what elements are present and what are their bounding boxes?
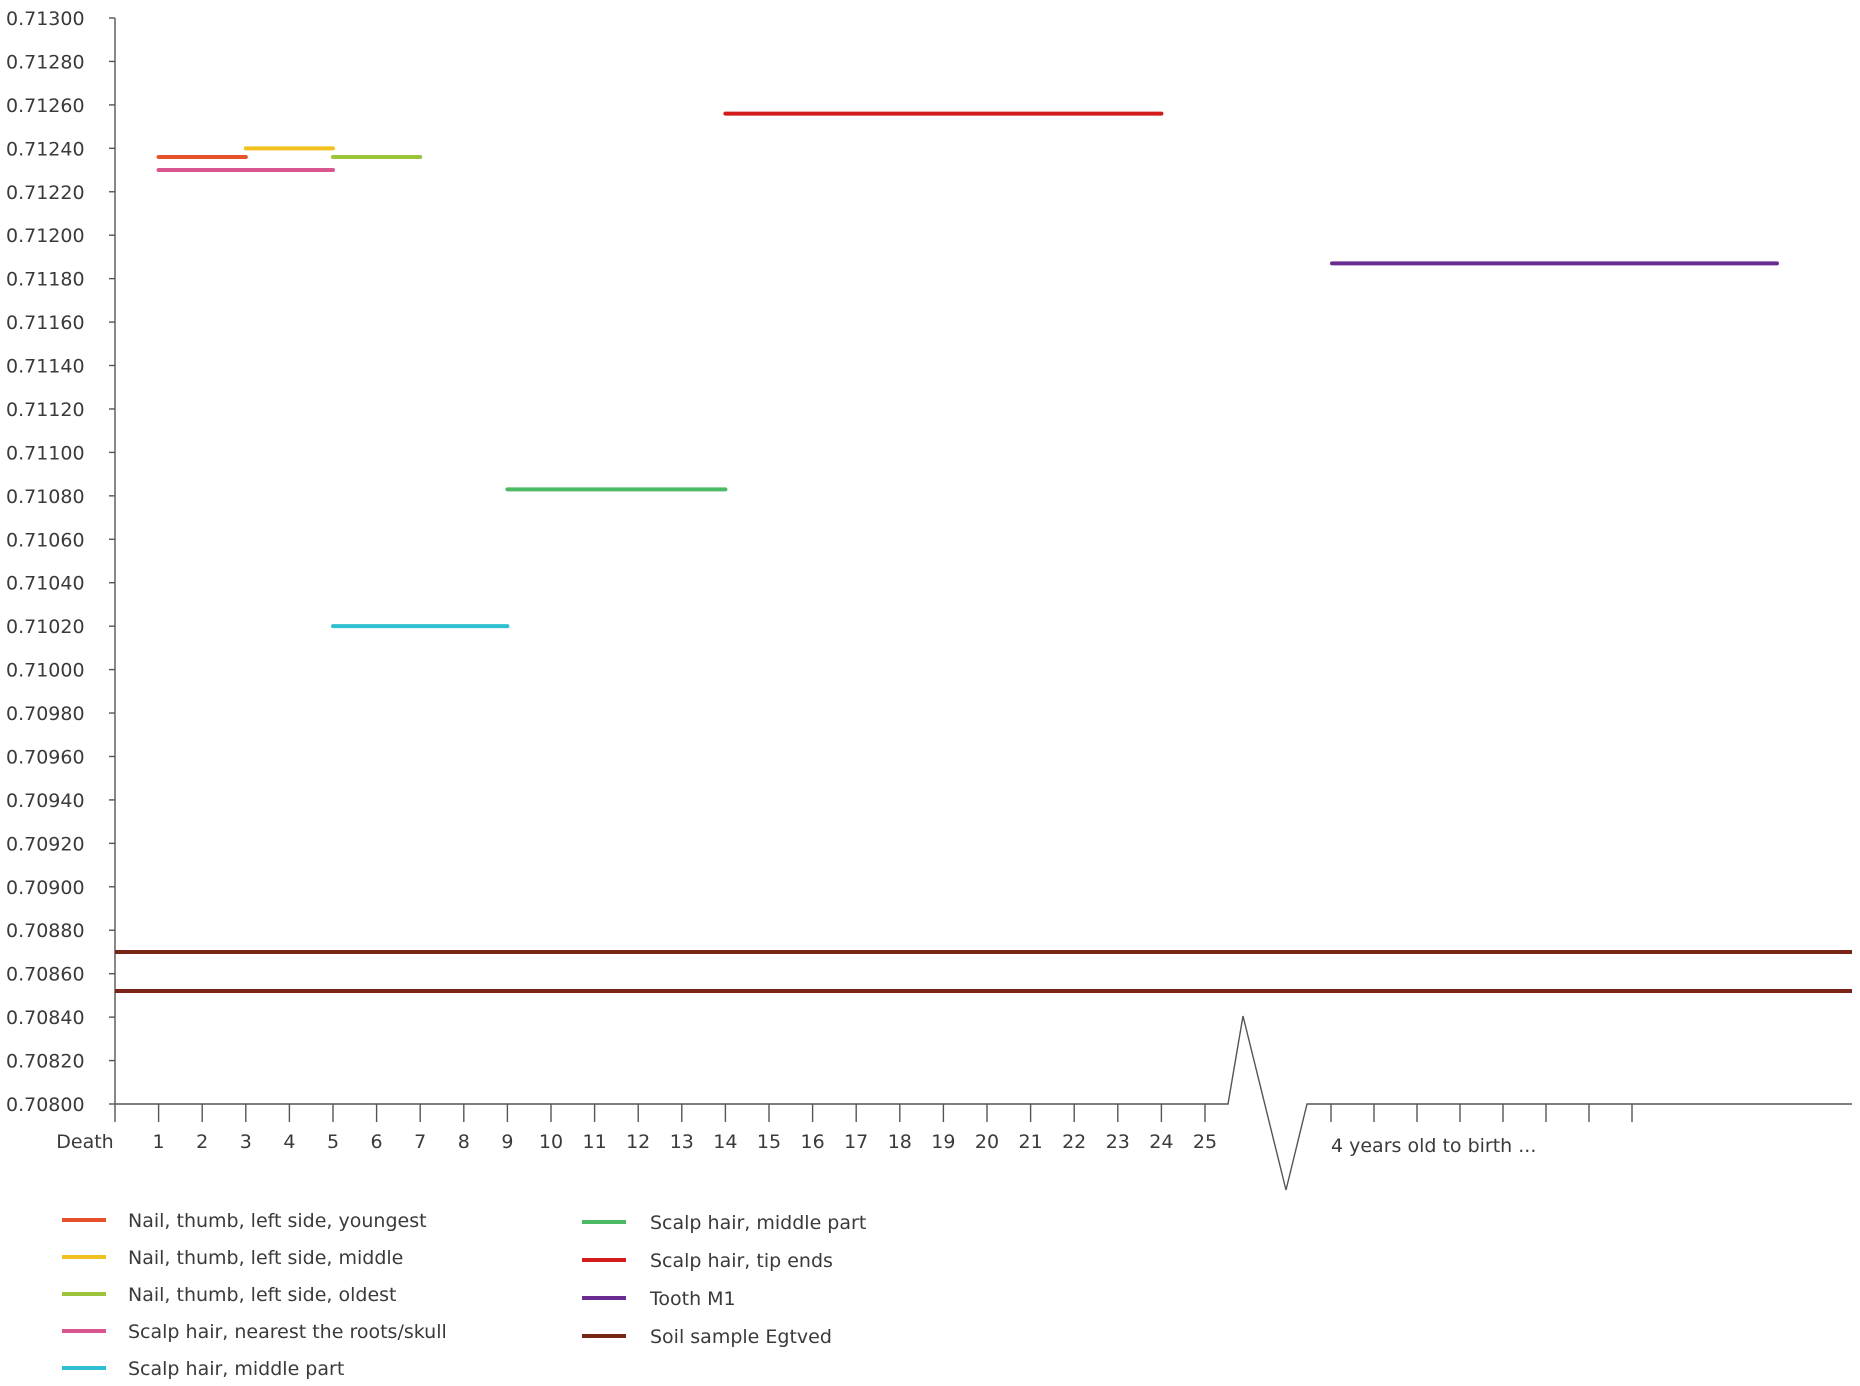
x-tick-label: 24 (1149, 1131, 1173, 1153)
x-tick-label: 8 (458, 1131, 470, 1153)
x-tick-label: 1 (153, 1131, 165, 1153)
legend-label: Scalp hair, middle part (650, 1212, 866, 1234)
x-tick-label: 13 (670, 1131, 694, 1153)
x-tick-label: Death (56, 1131, 113, 1153)
y-tick-label: 0.71300 (6, 8, 85, 30)
x-tick-label: 14 (713, 1131, 737, 1153)
legend: Nail, thumb, left side, youngest Nail, th… (62, 1210, 866, 1380)
y-tick-label: 0.71200 (6, 225, 85, 247)
x-tick-label: 21 (1019, 1131, 1043, 1153)
y-tick-label: 0.70880 (6, 920, 85, 942)
y-tick-label: 0.71140 (6, 356, 85, 378)
legend-label: Nail, thumb, left side, middle (128, 1247, 403, 1269)
x-axis: Death 1 2 3 4 5 6 7 8 9 10 11 12 13 14 15 16 17 18 19 20 21 22… (56, 1015, 1852, 1191)
x-tick-label: 12 (626, 1131, 650, 1153)
y-tick-label: 0.71240 (6, 138, 85, 160)
y-tick-label: 0.71160 (6, 312, 85, 334)
y-tick-label: 0.71260 (6, 95, 85, 117)
x-tick-label: 25 (1193, 1131, 1217, 1153)
y-tick-label: 0.71180 (6, 269, 85, 291)
y-tick-label: 0.71060 (6, 529, 85, 551)
x-tick-label: 5 (327, 1131, 339, 1153)
legend-label: Nail, thumb, left side, youngest (128, 1210, 427, 1232)
y-tick-label: 0.71080 (6, 486, 85, 508)
y-tick-label: 0.71020 (6, 616, 85, 638)
x-tick-label: 22 (1062, 1131, 1086, 1153)
y-tick-label: 0.70960 (6, 746, 85, 768)
x-tick-label: 4 (283, 1131, 295, 1153)
y-axis: 0.71300 0.71280 0.71260 0.71240 0.71220 0.712… (6, 8, 116, 1116)
x-tick-label: 23 (1106, 1131, 1130, 1153)
y-tick-label: 0.70920 (6, 833, 85, 855)
x-tick-label: 19 (931, 1131, 955, 1153)
y-tick-label: 0.70940 (6, 790, 85, 812)
y-tick-label: 0.71100 (6, 442, 85, 464)
y-tick-label: 0.71000 (6, 660, 85, 682)
x-tick-label: 10 (539, 1131, 563, 1153)
legend-label: Tooth M1 (649, 1288, 736, 1310)
legend-label: Scalp hair, nearest the roots/skull (128, 1321, 447, 1343)
x-tick-label: 6 (371, 1131, 383, 1153)
y-tick-label: 0.70820 (6, 1051, 85, 1073)
y-tick-label: 0.70800 (6, 1094, 85, 1116)
x-tick-label: 3 (240, 1131, 252, 1153)
y-tick-label: 0.70900 (6, 877, 85, 899)
x-break-label: 4 years old to birth ... (1331, 1135, 1536, 1157)
y-tick-label: 0.71040 (6, 573, 85, 595)
y-tick-label: 0.70840 (6, 1007, 85, 1029)
legend-label: Scalp hair, tip ends (650, 1250, 833, 1272)
y-tick-label: 0.71280 (6, 51, 85, 73)
x-tick-label: 20 (975, 1131, 999, 1153)
y-tick-label: 0.70860 (6, 964, 85, 986)
legend-label: Soil sample Egtved (650, 1326, 832, 1348)
y-tick-label: 0.71120 (6, 399, 85, 421)
x-tick-label: 17 (844, 1131, 868, 1153)
x-axis-line (115, 1015, 1852, 1191)
legend-label: Nail, thumb, left side, oldest (128, 1284, 397, 1306)
series-layer (115, 111, 1852, 994)
x-tick-label: 16 (801, 1131, 825, 1153)
x-tick-label: 2 (196, 1131, 208, 1153)
y-tick-label: 0.70980 (6, 703, 85, 725)
x-tick-label: 18 (888, 1131, 912, 1153)
y-tick-label: 0.71220 (6, 182, 85, 204)
x-tick-label: 9 (501, 1131, 513, 1153)
x-tick-label: 7 (414, 1131, 426, 1153)
legend-label: Scalp hair, middle part (128, 1358, 344, 1380)
x-tick-label: 11 (583, 1131, 607, 1153)
x-tick-label: 15 (757, 1131, 781, 1153)
